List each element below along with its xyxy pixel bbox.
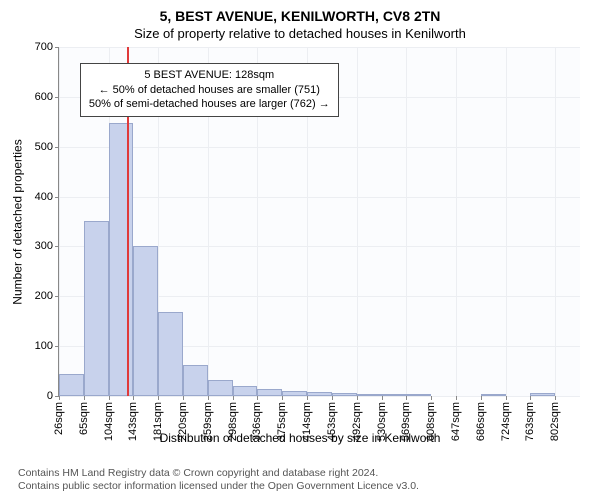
x-tick-mark [257,396,258,400]
histogram-bar [530,393,555,396]
gridline-h [59,47,580,48]
annotation-box: 5 BEST AVENUE: 128sqm← 50% of detached h… [80,63,339,118]
x-tick-mark [183,396,184,400]
footer-line-1: Contains HM Land Registry data © Crown c… [18,467,582,481]
gridline-v [357,47,358,396]
gridline-v [555,47,556,396]
x-tick-mark [456,396,457,400]
x-tick-mark [332,396,333,400]
chart-container: Number of detached properties 0100200300… [58,47,580,427]
histogram-bar [481,394,506,396]
histogram-bar [357,394,382,396]
x-tick-mark [382,396,383,400]
histogram-bar [233,386,258,396]
histogram-bar [307,392,332,396]
x-tick-mark [59,396,60,400]
gridline-v [506,47,507,396]
page-title-address: 5, BEST AVENUE, KENILWORTH, CV8 2TN [0,0,600,24]
x-tick-mark [282,396,283,400]
gridline-v [59,47,60,396]
x-tick-mark [233,396,234,400]
y-axis-label-wrap: Number of detached properties [10,47,26,397]
x-tick-mark [208,396,209,400]
histogram-bar [282,391,307,396]
histogram-bar [332,393,357,396]
x-tick-mark [84,396,85,400]
annotation-line: 5 BEST AVENUE: 128sqm [89,68,330,83]
histogram-bar [183,365,208,396]
gridline-h [59,396,580,397]
y-axis-label: Number of detached properties [11,139,25,304]
histogram-bar [158,312,183,396]
histogram-bar [406,394,431,396]
x-tick-mark [555,396,556,400]
gridline-v [456,47,457,396]
x-tick-mark [431,396,432,400]
histogram-bar [109,123,134,396]
x-tick-mark [109,396,110,400]
footer-attribution: Contains HM Land Registry data © Crown c… [18,467,582,494]
histogram-bar [382,394,407,396]
x-tick-mark [506,396,507,400]
histogram-bar [208,380,233,396]
x-tick-mark [406,396,407,400]
page-title-subtitle: Size of property relative to detached ho… [0,24,600,47]
plot-area: 01002003004005006007005 BEST AVENUE: 128… [58,47,580,397]
footer-line-2: Contains public sector information licen… [18,480,582,494]
x-tick-mark [530,396,531,400]
annotation-line: ← 50% of detached houses are smaller (75… [89,83,330,98]
x-tick-mark [158,396,159,400]
annotation-line: 50% of semi-detached houses are larger (… [89,97,330,112]
histogram-bar [133,246,158,396]
histogram-bar [257,389,282,396]
x-tick-mark [133,396,134,400]
x-tick-mark [307,396,308,400]
x-tick-mark [357,396,358,400]
gridline-v [406,47,407,396]
gridline-h [59,147,580,148]
histogram-bar [59,374,84,396]
x-tick-mark [481,396,482,400]
gridline-h [59,197,580,198]
histogram-bar [84,221,109,396]
